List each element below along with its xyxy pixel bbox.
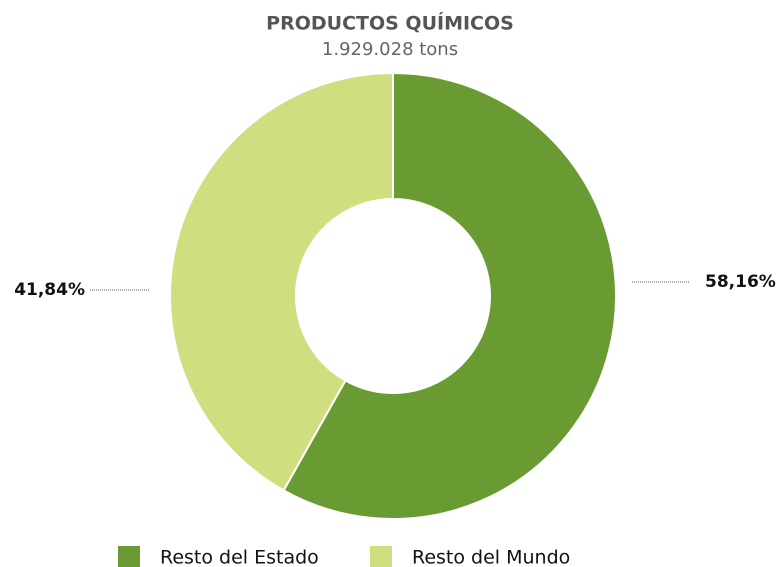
legend-swatch: [118, 546, 140, 567]
data-label: 41,84%: [14, 280, 85, 300]
legend-label: Resto del Mundo: [412, 547, 570, 567]
data-label: 58,16%: [705, 272, 776, 292]
chart-title: PRODUCTOS QUÍMICOS: [266, 12, 514, 35]
donut-slice: [169, 71, 394, 492]
donut-slice: [282, 71, 617, 520]
legend-label: Resto del Estado: [160, 547, 319, 567]
legend-swatch: [370, 546, 392, 567]
chart-subtitle: 1.929.028 tons: [322, 39, 458, 60]
